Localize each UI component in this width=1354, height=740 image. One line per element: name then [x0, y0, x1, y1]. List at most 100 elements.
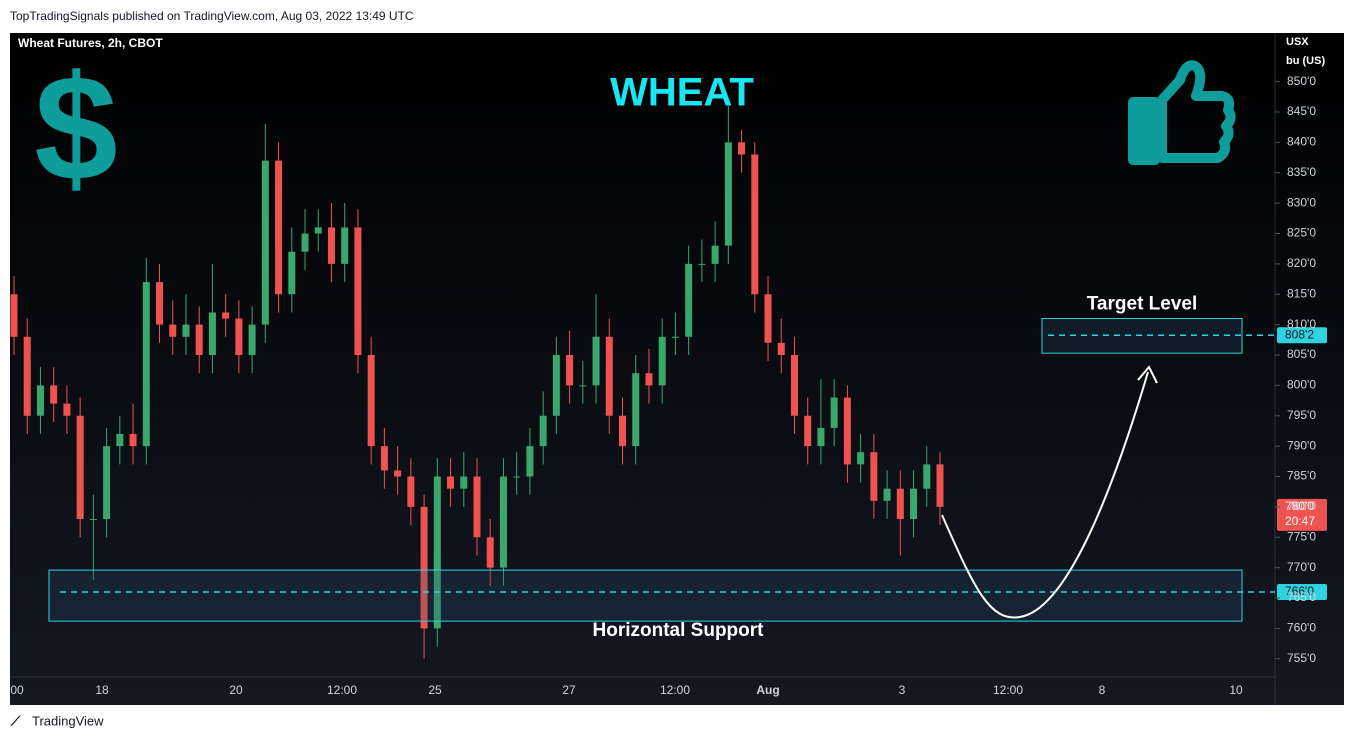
y-tick-label: 835'0 — [1287, 165, 1316, 179]
candle-body — [394, 470, 402, 477]
last-price-bg — [1277, 498, 1327, 531]
candle-body — [116, 433, 124, 447]
y-tick-label: 755'0 — [1287, 651, 1316, 665]
y-tick-label: 785'0 — [1287, 469, 1316, 483]
level-label: 766'0 — [1285, 584, 1314, 598]
candle-body — [301, 233, 309, 252]
candle-body — [738, 142, 746, 155]
x-tick-label: 3 — [899, 683, 906, 697]
candle-body — [526, 446, 534, 477]
candle-body — [910, 488, 918, 520]
candle-body — [552, 355, 560, 416]
candle-body — [724, 142, 732, 246]
y-tick-label: 825'0 — [1287, 226, 1316, 240]
candle-body — [288, 251, 296, 295]
candle-body — [208, 312, 216, 355]
candle-body — [513, 476, 521, 478]
candle-body — [156, 282, 164, 325]
candle-body — [460, 476, 468, 489]
y-tick-label: 820'0 — [1287, 256, 1316, 270]
level-name: Horizontal Support — [593, 620, 765, 641]
candle-body — [76, 415, 84, 520]
candle-body — [248, 324, 256, 355]
x-tick-label: 27 — [562, 683, 576, 697]
candle-body — [777, 342, 785, 355]
candle-body — [354, 227, 362, 355]
candle-body — [698, 263, 706, 265]
x-tick-label: 12:00 — [660, 683, 690, 697]
candle-body — [142, 282, 150, 447]
plot-area — [10, 105, 944, 659]
candle-body — [23, 336, 31, 416]
candle-body — [275, 160, 283, 295]
candle-body — [830, 397, 838, 428]
footer-logo: ⟋ — [10, 713, 21, 728]
y-tick-label: 805'0 — [1287, 347, 1316, 361]
chart-background — [10, 33, 1344, 705]
candle-body — [671, 336, 679, 338]
candle-body — [89, 519, 97, 521]
candle-body — [936, 464, 944, 507]
candle-body — [711, 245, 719, 264]
candle-body — [486, 537, 494, 568]
candle-body — [473, 476, 481, 538]
candle-body — [10, 294, 18, 337]
y-tick-label: 815'0 — [1287, 286, 1316, 300]
candle-body — [764, 294, 772, 343]
level-label-bg — [1277, 583, 1327, 600]
x-tick-label: 20 — [229, 683, 243, 697]
candle-body — [50, 385, 58, 404]
countdown-label: 20:47 — [1285, 514, 1315, 528]
projection-arrow — [941, 371, 1149, 619]
candle-body — [817, 427, 825, 447]
dollar-icon: $ — [34, 44, 117, 212]
level-name: Target Level — [1087, 294, 1198, 315]
annotations: 808'2 Target Level 766'0 Horizontal Support… — [48, 294, 1327, 641]
candle-body — [420, 506, 428, 629]
candle-body — [433, 476, 441, 629]
candle-body — [327, 227, 335, 264]
level-label: 808'2 — [1285, 327, 1314, 341]
candle-body — [566, 355, 574, 386]
level-label-bg — [1277, 327, 1327, 344]
candle-body — [579, 385, 587, 387]
candle-body — [367, 355, 375, 447]
candle-body — [843, 397, 851, 465]
candle-body — [447, 476, 455, 489]
footer-brand: TradingView — [32, 713, 104, 728]
candle-body — [499, 476, 507, 568]
unit-label: USX — [1286, 36, 1309, 48]
candle-body — [235, 318, 243, 355]
x-tick-label: Aug — [756, 683, 779, 697]
candle-body — [341, 227, 349, 264]
y-tick-label: 780'0 — [1287, 499, 1316, 513]
y-tick-label: 760'0 — [1287, 621, 1316, 635]
candle-body — [222, 312, 230, 319]
x-tick-label: 12:00 — [993, 683, 1023, 697]
candle-body — [261, 160, 269, 325]
heading: WHEAT — [610, 71, 754, 115]
candle-body — [883, 488, 891, 501]
candle-body — [632, 373, 640, 447]
candle-body — [619, 415, 627, 447]
candle-body — [103, 446, 111, 520]
y-tick-label: 770'0 — [1287, 560, 1316, 574]
candle-body — [314, 227, 322, 234]
candle-body — [923, 464, 931, 489]
candle-body — [658, 336, 666, 386]
x-tick-label: 25 — [428, 683, 442, 697]
y-tick-label: 765'0 — [1287, 590, 1316, 604]
y-tick-label: 800'0 — [1287, 378, 1316, 392]
thumbs-up-icon — [1128, 60, 1236, 165]
y-tick-label: 840'0 — [1287, 135, 1316, 149]
x-tick-label: 00 — [10, 683, 24, 697]
candle-body — [36, 385, 44, 416]
candle-body — [380, 446, 388, 471]
level-zone — [48, 569, 1243, 622]
chart-title: Wheat Futures, 2h, CBOT — [18, 36, 163, 50]
candle-body — [790, 355, 798, 416]
unit-label: bu (US) — [1286, 55, 1325, 67]
candle-body — [645, 373, 653, 386]
candle-body — [539, 415, 547, 447]
